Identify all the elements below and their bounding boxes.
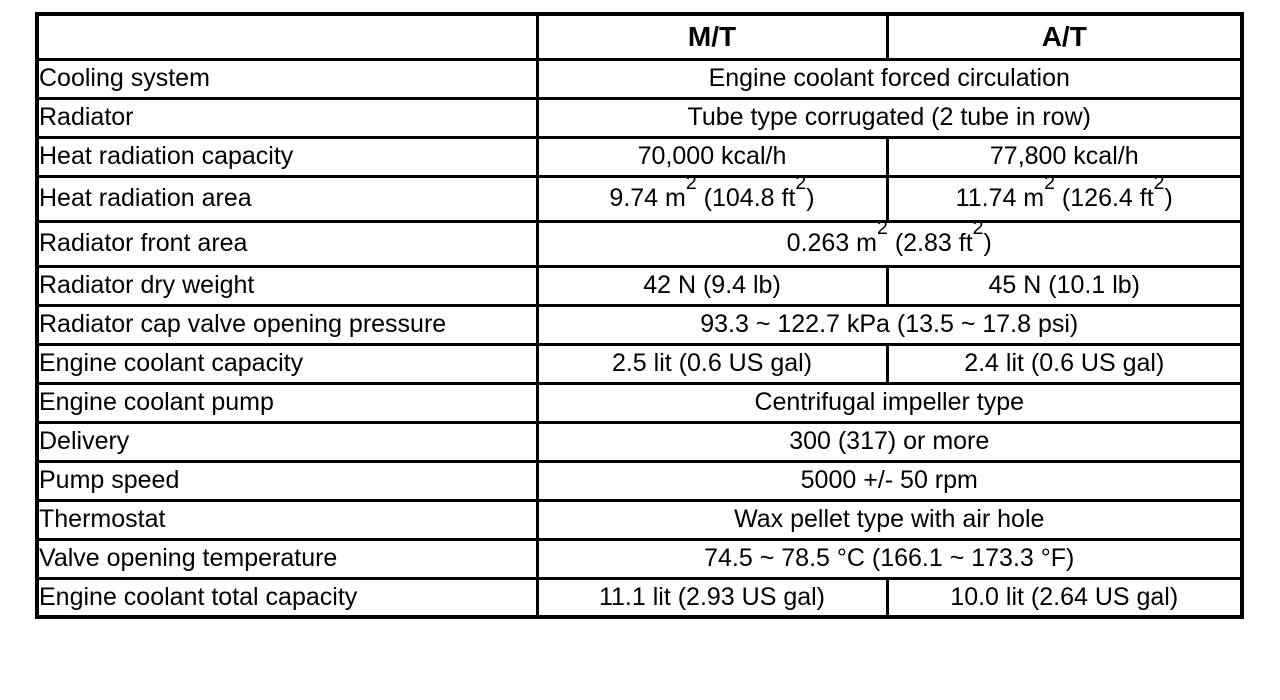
row-label-cell: Heat radiation area bbox=[35, 174, 539, 223]
mt-value-cell: 42 N (9.4 lb) bbox=[535, 264, 889, 307]
row-engine-coolant-capacity: Engine coolant capacity 2.5 lit (0.6 US … bbox=[35, 342, 1244, 385]
row-valve-opening-temperature: Valve opening temperature 74.5 ~ 78.5 °C… bbox=[35, 537, 1244, 580]
row-thermostat: Thermostat Wax pellet type with air hole bbox=[35, 498, 1244, 541]
row-radiator-front-area: Radiator front area 0.263 m2 (2.83 ft2) bbox=[35, 219, 1244, 268]
spanned-value-cell: 93.3 ~ 122.7 kPa (13.5 ~ 17.8 psi) bbox=[535, 303, 1244, 346]
row-engine-coolant-total-capacity: Engine coolant total capacity 11.1 lit (… bbox=[35, 576, 1244, 619]
row-label-cell: Valve opening temperature bbox=[35, 537, 539, 580]
spanned-value-cell: Engine coolant forced circulation bbox=[535, 57, 1244, 100]
row-radiator-dry-weight: Radiator dry weight 42 N (9.4 lb) 45 N (… bbox=[35, 264, 1244, 307]
mt-value-cell: 2.5 lit (0.6 US gal) bbox=[535, 342, 889, 385]
row-pump-speed: Pump speed 5000 +/- 50 rpm bbox=[35, 459, 1244, 502]
row-heat-radiation-area: Heat radiation area 9.74 m2 (104.8 ft2) … bbox=[35, 174, 1244, 223]
mt-value-cell: 70,000 kcal/h bbox=[535, 135, 889, 178]
header-empty-cell bbox=[35, 12, 539, 61]
at-value-cell: 10.0 lit (2.64 US gal) bbox=[885, 576, 1244, 619]
header-at: A/T bbox=[885, 12, 1244, 61]
row-label-cell: Radiator dry weight bbox=[35, 264, 539, 307]
row-label-cell: Radiator front area bbox=[35, 219, 539, 268]
row-label-cell: Radiator cap valve opening pressure bbox=[35, 303, 539, 346]
row-label-cell: Radiator bbox=[35, 96, 539, 139]
spanned-value-cell: Wax pellet type with air hole bbox=[535, 498, 1244, 541]
row-heat-radiation-capacity: Heat radiation capacity 70,000 kcal/h 77… bbox=[35, 135, 1244, 178]
spanned-value-cell: Tube type corrugated (2 tube in row) bbox=[535, 96, 1244, 139]
at-value-cell: 45 N (10.1 lb) bbox=[885, 264, 1244, 307]
row-delivery: Delivery 300 (317) or more bbox=[35, 420, 1244, 463]
mt-value-cell: 11.1 lit (2.93 US gal) bbox=[535, 576, 889, 619]
at-value-cell: 77,800 kcal/h bbox=[885, 135, 1244, 178]
spanned-value-cell: 0.263 m2 (2.83 ft2) bbox=[535, 219, 1244, 268]
cooling-system-spec-table: M/T A/T Cooling system Engine coolant fo… bbox=[35, 12, 1244, 619]
row-radiator: Radiator Tube type corrugated (2 tube in… bbox=[35, 96, 1244, 139]
row-label-cell: Cooling system bbox=[35, 57, 539, 100]
row-cooling-system: Cooling system Engine coolant forced cir… bbox=[35, 57, 1244, 100]
row-label-cell: Thermostat bbox=[35, 498, 539, 541]
at-value-cell: 2.4 lit (0.6 US gal) bbox=[885, 342, 1244, 385]
row-label-cell: Delivery bbox=[35, 420, 539, 463]
table-header-row: M/T A/T bbox=[35, 12, 1244, 61]
row-radiator-cap-valve-opening-pressure: Radiator cap valve opening pressure 93.3… bbox=[35, 303, 1244, 346]
mt-value-cell: 9.74 m2 (104.8 ft2) bbox=[535, 174, 889, 223]
row-label-cell: Engine coolant total capacity bbox=[35, 576, 539, 619]
row-engine-coolant-pump: Engine coolant pump Centrifugal impeller… bbox=[35, 381, 1244, 424]
row-label-cell: Engine coolant capacity bbox=[35, 342, 539, 385]
spanned-value-cell: 74.5 ~ 78.5 °C (166.1 ~ 173.3 °F) bbox=[535, 537, 1244, 580]
at-value-cell: 11.74 m2 (126.4 ft2) bbox=[885, 174, 1244, 223]
header-mt: M/T bbox=[535, 12, 889, 61]
row-label-cell: Heat radiation capacity bbox=[35, 135, 539, 178]
row-label-cell: Pump speed bbox=[35, 459, 539, 502]
spanned-value-cell: Centrifugal impeller type bbox=[535, 381, 1244, 424]
spanned-value-cell: 5000 +/- 50 rpm bbox=[535, 459, 1244, 502]
row-label-cell: Engine coolant pump bbox=[35, 381, 539, 424]
spanned-value-cell: 300 (317) or more bbox=[535, 420, 1244, 463]
